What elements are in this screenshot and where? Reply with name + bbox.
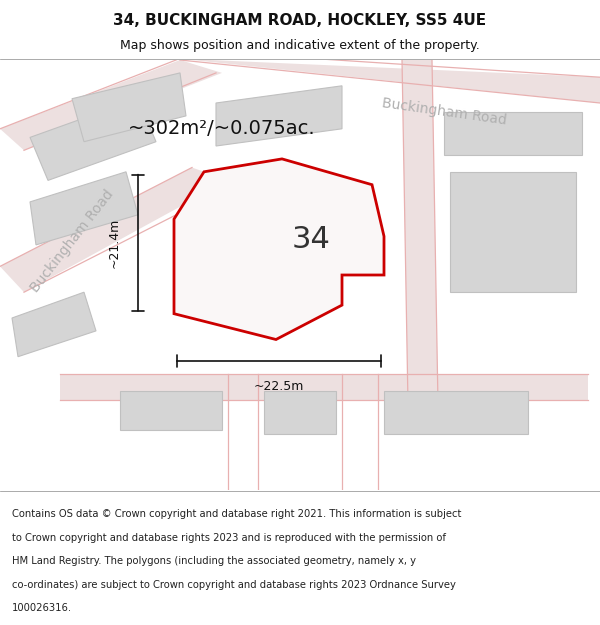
Polygon shape <box>30 172 138 245</box>
Text: HM Land Registry. The polygons (including the associated geometry, namely x, y: HM Land Registry. The polygons (includin… <box>12 556 416 566</box>
Polygon shape <box>0 168 228 292</box>
Polygon shape <box>30 99 156 181</box>
Polygon shape <box>120 391 222 430</box>
Text: 34, BUCKINGHAM ROAD, HOCKLEY, SS5 4UE: 34, BUCKINGHAM ROAD, HOCKLEY, SS5 4UE <box>113 13 487 28</box>
Polygon shape <box>60 374 588 400</box>
Polygon shape <box>72 73 186 142</box>
Polygon shape <box>402 60 438 404</box>
Polygon shape <box>174 159 384 339</box>
Text: 100026316.: 100026316. <box>12 603 72 613</box>
Polygon shape <box>12 292 96 357</box>
Polygon shape <box>264 391 336 434</box>
Polygon shape <box>0 60 222 150</box>
Polygon shape <box>384 391 528 434</box>
Text: 34: 34 <box>292 225 331 254</box>
Text: co-ordinates) are subject to Crown copyright and database rights 2023 Ordnance S: co-ordinates) are subject to Crown copyr… <box>12 580 456 590</box>
Text: ~302m²/~0.075ac.: ~302m²/~0.075ac. <box>128 119 316 138</box>
Polygon shape <box>450 172 576 292</box>
Text: Buckingham Road: Buckingham Road <box>28 187 116 294</box>
Text: to Crown copyright and database rights 2023 and is reproduced with the permissio: to Crown copyright and database rights 2… <box>12 532 446 542</box>
Polygon shape <box>192 60 600 103</box>
Polygon shape <box>444 112 582 154</box>
Text: ~22.5m: ~22.5m <box>254 380 304 393</box>
Text: Map shows position and indicative extent of the property.: Map shows position and indicative extent… <box>120 39 480 52</box>
Polygon shape <box>216 86 342 146</box>
Text: Buckingham Road: Buckingham Road <box>381 96 507 128</box>
Text: Contains OS data © Crown copyright and database right 2021. This information is : Contains OS data © Crown copyright and d… <box>12 509 461 519</box>
Text: ~21.4m: ~21.4m <box>107 217 121 268</box>
